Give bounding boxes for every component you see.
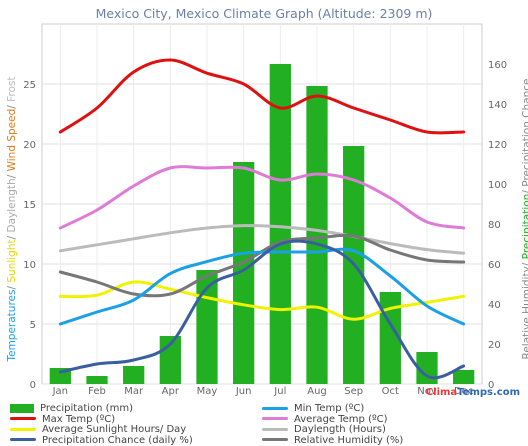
right-axis-label-part: Relative Humidity — [521, 266, 528, 360]
legend-item: Relative Humidity (%) — [262, 435, 403, 446]
legend-item: Daylength (Hours) — [262, 424, 386, 435]
precipitation-bar — [233, 162, 255, 384]
legend-swatch — [262, 438, 288, 441]
x-tick-label: Mar — [124, 386, 144, 397]
x-tick-label: Nov — [417, 386, 437, 397]
precipitation-bar — [306, 86, 328, 384]
legend-item: Max Temp (ºC) — [10, 414, 115, 425]
left-axis-label-part: Temperatures — [6, 289, 18, 362]
precipitation-bar — [123, 366, 145, 384]
legend-label: Average Sunlight Hours/ Day — [42, 424, 187, 435]
legend-label: Average Temp (ºC) — [294, 413, 388, 425]
precipitation-bar — [416, 352, 438, 384]
chart-title: Mexico City, Mexico Climate Graph (Altit… — [95, 6, 433, 21]
legend-swatch — [262, 417, 288, 420]
legend-label: Max Temp (ºC) — [42, 413, 116, 425]
left-tick-label: 25 — [23, 80, 36, 91]
left-axis-label-part: / — [6, 232, 18, 240]
right-tick-label: 120 — [488, 140, 507, 151]
right-tick-label: 60 — [488, 260, 501, 271]
legend-label: Daylength (Hours) — [294, 424, 386, 435]
left-axis-label-part: / — [6, 171, 18, 179]
right-tick-label: 160 — [488, 60, 507, 71]
left-axis-label-part: Daylength — [6, 178, 18, 233]
legend-label: Min Temp (ºC) — [294, 403, 365, 414]
x-tick-label: Jan — [52, 386, 68, 397]
brand-prefix: Clima — [425, 387, 458, 398]
max-temp-c-line — [58, 58, 466, 135]
legend-swatch — [10, 403, 34, 413]
left-tick-label: 15 — [23, 200, 36, 211]
left-axis-label-part: / — [6, 101, 18, 109]
x-tick-label: Oct — [382, 386, 399, 397]
right-tick-label: 20 — [488, 340, 501, 351]
legend-label: Precipitation (mm) — [40, 403, 133, 414]
x-tick-label: Jun — [235, 386, 252, 397]
precipitation-chance-daily-line — [58, 239, 466, 380]
left-tick-label: 5 — [30, 320, 36, 331]
left-axis-label-part: Wind Speed — [6, 108, 18, 172]
right-axis-label-part: Precipitation Chance — [521, 78, 528, 187]
left-axis-label-part: Sunlight — [6, 239, 18, 283]
x-tick-label: Aug — [307, 386, 327, 397]
precipitation-bar — [269, 64, 291, 384]
precipitation-bar — [453, 370, 475, 384]
left-tick-label: 20 — [23, 140, 36, 151]
brand-logo[interactable]: ClimaTemps.com — [426, 387, 520, 398]
right-tick-label: 140 — [488, 100, 507, 111]
legend-label: Relative Humidity (%) — [294, 434, 404, 446]
right-axis-label-part: Precipitation — [521, 193, 528, 260]
right-tick-label: 0 — [488, 380, 494, 391]
right-axis-label: Relative Humidity/ Precipitation/ Precip… — [521, 49, 528, 389]
average-sunlight-hours-day-line — [58, 280, 466, 321]
right-tick-label: 80 — [488, 220, 501, 231]
legend-item: Precipitation Chance (daily %) — [10, 435, 193, 446]
chart-legend: Precipitation (mm) Min Temp (ºC) Max Temp … — [0, 403, 528, 446]
legend-item: Average Sunlight Hours/ Day — [10, 424, 186, 435]
left-axis-label-part: Frost — [6, 76, 18, 102]
legend-swatch — [10, 427, 36, 431]
x-tick-label: Apr — [162, 386, 180, 397]
right-axis-label-part: / — [521, 259, 528, 267]
average-temp-c-line — [58, 165, 466, 230]
min-temp-c-line — [58, 247, 466, 326]
legend-swatch — [10, 438, 36, 441]
right-tick-label: 40 — [488, 300, 501, 311]
x-tick-label: Feb — [88, 386, 106, 397]
legend-item: Average Temp (ºC) — [262, 414, 388, 425]
legend-swatch — [262, 406, 288, 410]
precipitation-bar — [86, 376, 108, 384]
x-tick-label: Dec — [454, 386, 473, 397]
x-tick-label: Jul — [273, 386, 286, 397]
daylength-hours-line — [58, 224, 466, 255]
x-tick-label: Sep — [344, 386, 363, 397]
x-tick-label: May — [197, 386, 218, 397]
legend-item: Precipitation (mm) — [10, 403, 133, 414]
legend-swatch — [10, 417, 36, 420]
right-tick-label: 100 — [488, 180, 507, 191]
left-tick-label: 0 — [30, 380, 36, 391]
left-tick-label: 10 — [23, 260, 36, 271]
left-axis-label-part: / — [6, 282, 18, 290]
brand-suffix: Temps.com — [457, 387, 520, 398]
left-axis-label: Temperatures/ Sunlight/ Daylength/ Wind … — [6, 49, 18, 389]
legend-label: Precipitation Chance (daily %) — [42, 434, 193, 446]
right-axis-label-part: / — [521, 187, 528, 194]
legend-swatch — [262, 427, 288, 431]
legend-item: Min Temp (ºC) — [262, 403, 364, 414]
